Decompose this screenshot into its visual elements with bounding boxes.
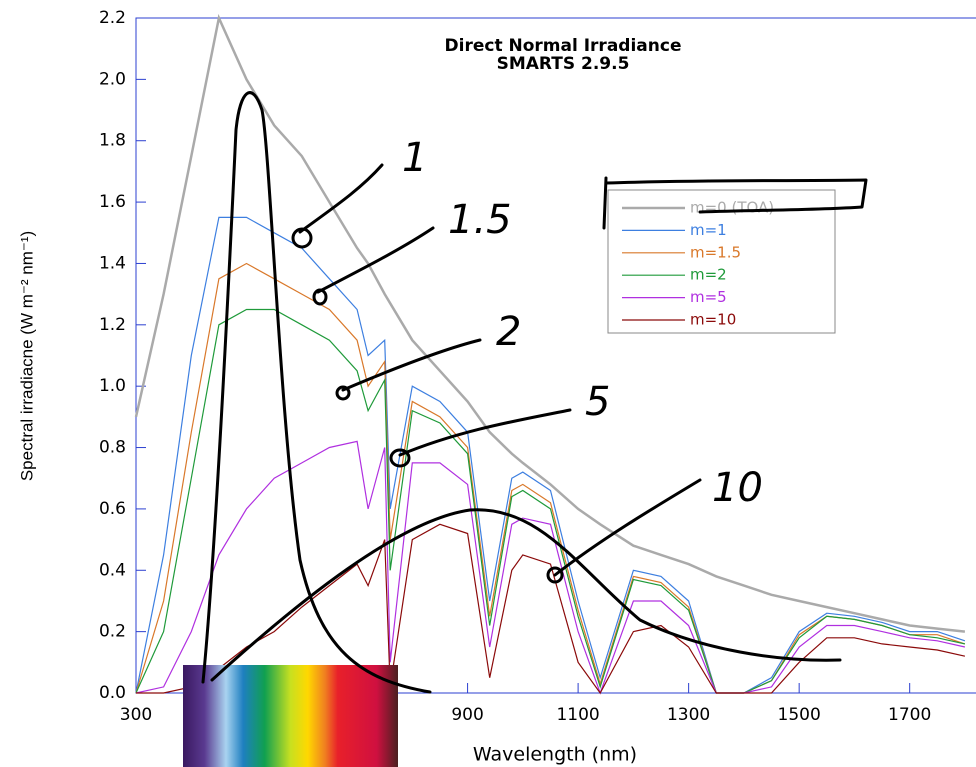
legend-entries: m=0 (TOA) m=1 m=1.5 m=2 m=5 m=10 xyxy=(622,199,774,329)
y-tick-label: 0.6 xyxy=(99,499,126,519)
y-tick-label: 1.2 xyxy=(99,315,126,335)
annotation: 1.5 xyxy=(448,197,512,243)
series-line xyxy=(135,262,966,694)
y-tick-label: 0.2 xyxy=(99,622,126,642)
legend-label: m=10 xyxy=(690,311,736,329)
y-tick-label: 0.0 xyxy=(99,683,126,703)
scribble xyxy=(602,176,868,230)
y-tick-label: 0.4 xyxy=(99,560,126,580)
y-tick-label: 1.6 xyxy=(99,192,126,212)
y-tick-label: 1.4 xyxy=(99,253,126,273)
handwriting: 1 1.5 2 5 10 xyxy=(201,91,868,694)
plot-area xyxy=(134,13,976,695)
plot-frame xyxy=(135,17,976,694)
x-axis-label: Wavelength (nm) xyxy=(473,744,637,766)
annotation: 2 xyxy=(496,309,521,355)
ink-curve xyxy=(201,91,432,694)
y-tick-label: 1.0 xyxy=(99,376,126,396)
series-line xyxy=(134,13,966,633)
legend-label: m=1 xyxy=(690,221,727,239)
x-tick-label: 1500 xyxy=(778,705,821,725)
legend-label: m=0 (TOA) xyxy=(690,199,774,217)
legend-label: m=5 xyxy=(690,288,727,306)
legend xyxy=(607,189,836,334)
legend-label: m=2 xyxy=(690,266,727,284)
chart-title: Direct Normal Irradiance xyxy=(445,36,682,56)
annotation: 1 xyxy=(402,135,427,181)
series-line xyxy=(135,308,966,694)
spectrum-bar xyxy=(183,665,398,767)
ink-circle xyxy=(546,566,564,584)
annotation: 5 xyxy=(585,379,610,425)
y-tick-label: 2.0 xyxy=(99,69,126,89)
x-tick-label: 300 xyxy=(120,705,152,725)
x-tick-label: 900 xyxy=(451,705,483,725)
series-line xyxy=(135,440,966,695)
x-tick-label: 1700 xyxy=(888,705,931,725)
ink-curve xyxy=(210,508,842,682)
ink-circle xyxy=(291,227,313,249)
legend-label: m=1.5 xyxy=(690,243,741,261)
ink-circle xyxy=(312,288,328,306)
ink-circle xyxy=(335,385,351,401)
x-tick-label: 1100 xyxy=(556,705,599,725)
y-tick-label: 0.8 xyxy=(99,438,126,458)
y-tick-label: 2.2 xyxy=(99,8,126,28)
annotation: 10 xyxy=(712,465,763,511)
x-tick-label: 1300 xyxy=(667,705,710,725)
series-line xyxy=(135,216,966,694)
y-axis-label: Spectral irradiacne (W m⁻² nm⁻¹) xyxy=(17,231,36,481)
chart-subtitle: SMARTS 2.9.5 xyxy=(497,54,630,74)
ink-circle xyxy=(389,448,411,468)
series-line xyxy=(136,523,966,695)
y-tick-label: 1.8 xyxy=(99,131,126,151)
ink-pointer xyxy=(298,163,702,577)
